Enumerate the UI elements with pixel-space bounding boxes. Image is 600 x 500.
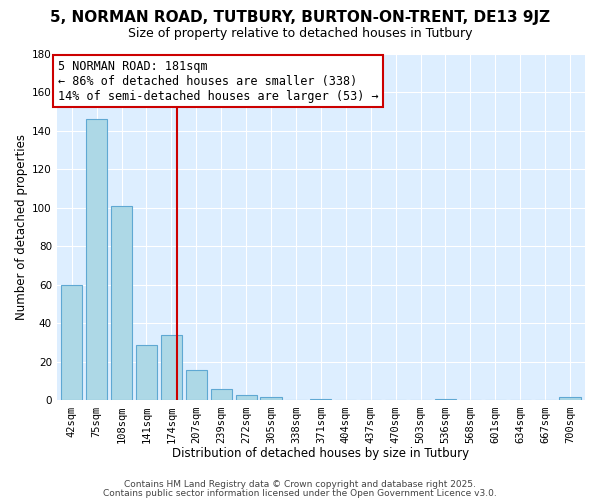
Bar: [61, 285, 82, 401]
Bar: [136, 344, 157, 401]
Text: Contains HM Land Registry data © Crown copyright and database right 2025.: Contains HM Land Registry data © Crown c…: [124, 480, 476, 489]
Bar: [161, 335, 182, 400]
Bar: [236, 394, 257, 400]
Bar: [186, 370, 207, 400]
Text: Size of property relative to detached houses in Tutbury: Size of property relative to detached ho…: [128, 28, 472, 40]
Text: 5, NORMAN ROAD, TUTBURY, BURTON-ON-TRENT, DE13 9JZ: 5, NORMAN ROAD, TUTBURY, BURTON-ON-TRENT…: [50, 10, 550, 25]
Bar: [559, 396, 581, 400]
Bar: [435, 398, 456, 400]
Text: Contains public sector information licensed under the Open Government Licence v3: Contains public sector information licen…: [103, 488, 497, 498]
Bar: [310, 398, 331, 400]
Y-axis label: Number of detached properties: Number of detached properties: [15, 134, 28, 320]
X-axis label: Distribution of detached houses by size in Tutbury: Distribution of detached houses by size …: [172, 447, 469, 460]
Bar: [211, 389, 232, 400]
Bar: [86, 120, 107, 400]
Bar: [111, 206, 132, 400]
Text: 5 NORMAN ROAD: 181sqm
← 86% of detached houses are smaller (338)
14% of semi-det: 5 NORMAN ROAD: 181sqm ← 86% of detached …: [58, 60, 379, 103]
Bar: [260, 396, 281, 400]
